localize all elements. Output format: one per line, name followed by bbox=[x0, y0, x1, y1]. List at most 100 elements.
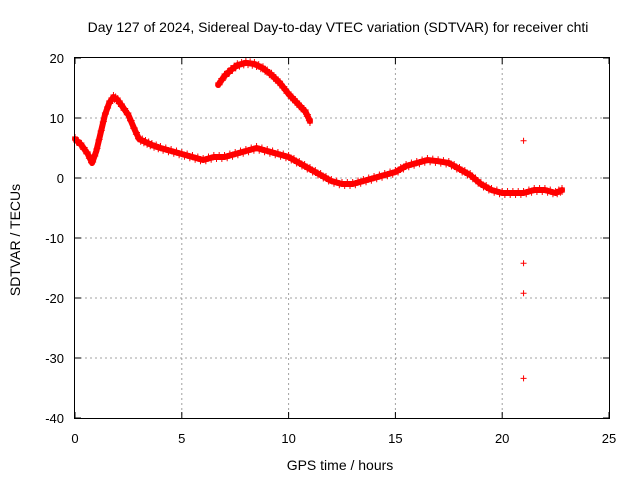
series-main-point bbox=[435, 156, 442, 163]
series-main-point bbox=[461, 167, 468, 173]
series-main-point bbox=[224, 155, 231, 162]
series-main-point bbox=[536, 185, 543, 191]
series-main-point bbox=[437, 160, 444, 167]
series-main-point bbox=[144, 141, 151, 148]
series-main-point bbox=[344, 179, 351, 185]
series-main-point bbox=[205, 153, 212, 160]
series-main-point bbox=[424, 155, 431, 161]
series-main-point bbox=[411, 162, 418, 169]
series-main-point bbox=[523, 191, 530, 198]
y-tick-label: 0 bbox=[57, 171, 64, 186]
series-main-point bbox=[539, 189, 546, 195]
series-arc-point bbox=[272, 74, 279, 80]
series-main-point bbox=[395, 169, 402, 176]
x-tick-label: 5 bbox=[178, 431, 185, 446]
series-arc-point bbox=[229, 67, 236, 74]
series-main-point bbox=[363, 179, 370, 186]
series-main-point bbox=[517, 192, 524, 198]
series-main-point bbox=[499, 188, 506, 194]
outlier-point bbox=[520, 375, 527, 382]
series-main-point bbox=[100, 118, 107, 125]
series-main-point bbox=[427, 159, 434, 166]
series-main-point bbox=[301, 161, 308, 167]
series-main-point bbox=[148, 140, 155, 146]
series-main-point bbox=[178, 149, 185, 155]
series-main-point bbox=[360, 176, 367, 182]
series-main-point bbox=[229, 153, 236, 160]
series-main-point bbox=[131, 125, 138, 131]
series-main-point bbox=[118, 101, 125, 107]
series-main-point bbox=[197, 158, 204, 165]
series-main-point bbox=[189, 152, 196, 158]
series-main-point bbox=[245, 149, 252, 156]
series-main-point bbox=[264, 146, 271, 152]
series-main-point bbox=[162, 144, 169, 151]
series-main-point bbox=[507, 192, 514, 198]
series-main-point bbox=[504, 188, 511, 194]
series-main-point bbox=[218, 156, 225, 162]
series-main-point bbox=[381, 170, 388, 176]
series-main-point bbox=[341, 183, 348, 189]
series-main-point bbox=[520, 188, 527, 194]
series-arc-point bbox=[298, 102, 305, 109]
series-main-point bbox=[501, 192, 508, 198]
series-main-point bbox=[405, 164, 412, 171]
series-main-point bbox=[525, 186, 532, 193]
series-main-point bbox=[139, 135, 146, 142]
series-main-point bbox=[142, 137, 149, 143]
series-main-point bbox=[413, 158, 420, 164]
series-main-point bbox=[416, 161, 423, 168]
series-main-point bbox=[151, 144, 158, 151]
series-arc-point bbox=[234, 60, 241, 67]
series-main-point bbox=[352, 182, 359, 189]
series-main-point bbox=[181, 153, 188, 160]
series-main-point bbox=[491, 189, 498, 196]
series-main-point bbox=[272, 152, 279, 159]
series-main-point bbox=[533, 189, 540, 195]
series-main-point bbox=[296, 158, 303, 164]
series-main-point bbox=[451, 161, 458, 167]
series-main-point bbox=[403, 161, 410, 167]
series-main-point bbox=[210, 152, 217, 158]
y-tick-label: -40 bbox=[45, 411, 64, 426]
series-arc-point bbox=[289, 93, 296, 100]
series-main-point bbox=[483, 182, 490, 188]
series-arc-point bbox=[245, 62, 252, 69]
series-main-point bbox=[140, 140, 147, 147]
y-tick-label: -30 bbox=[45, 351, 64, 366]
series-main-point bbox=[98, 127, 105, 134]
series-main-point bbox=[544, 189, 551, 196]
series-main-point bbox=[389, 171, 396, 178]
series-arc-point bbox=[223, 73, 230, 80]
series-main-point bbox=[512, 192, 519, 198]
series-main-point bbox=[78, 140, 85, 146]
series-main-point bbox=[312, 167, 319, 173]
series-main-point bbox=[400, 166, 407, 173]
series-main-point bbox=[317, 170, 324, 176]
series-main-point bbox=[81, 144, 88, 151]
series-main-point bbox=[202, 158, 209, 165]
series-arc-point bbox=[232, 65, 239, 72]
series-main-point bbox=[258, 144, 265, 151]
series-main-point bbox=[186, 155, 193, 162]
series-main-point bbox=[419, 156, 426, 163]
series-main-point bbox=[216, 152, 223, 158]
y-tick-label: 20 bbox=[50, 51, 64, 66]
axis-ticks: 0 5 10 15 20 25 20 10 0 -10 -20 -30 -40 bbox=[45, 51, 616, 446]
series-main-point bbox=[165, 149, 172, 156]
series-main-point bbox=[170, 150, 177, 157]
series-main-point bbox=[184, 150, 191, 157]
series-main-point bbox=[176, 152, 183, 159]
series-main-point bbox=[200, 155, 207, 161]
series-main-point bbox=[477, 179, 484, 185]
series-main-point bbox=[509, 188, 516, 194]
series-main-point bbox=[322, 173, 329, 179]
series-main-point bbox=[347, 183, 354, 189]
data-points bbox=[72, 57, 566, 382]
series-main-point bbox=[226, 150, 233, 157]
series-main-point bbox=[559, 189, 566, 195]
series-main-point bbox=[472, 174, 479, 181]
y-tick-label: -20 bbox=[45, 291, 64, 306]
series-main-point bbox=[208, 156, 215, 163]
